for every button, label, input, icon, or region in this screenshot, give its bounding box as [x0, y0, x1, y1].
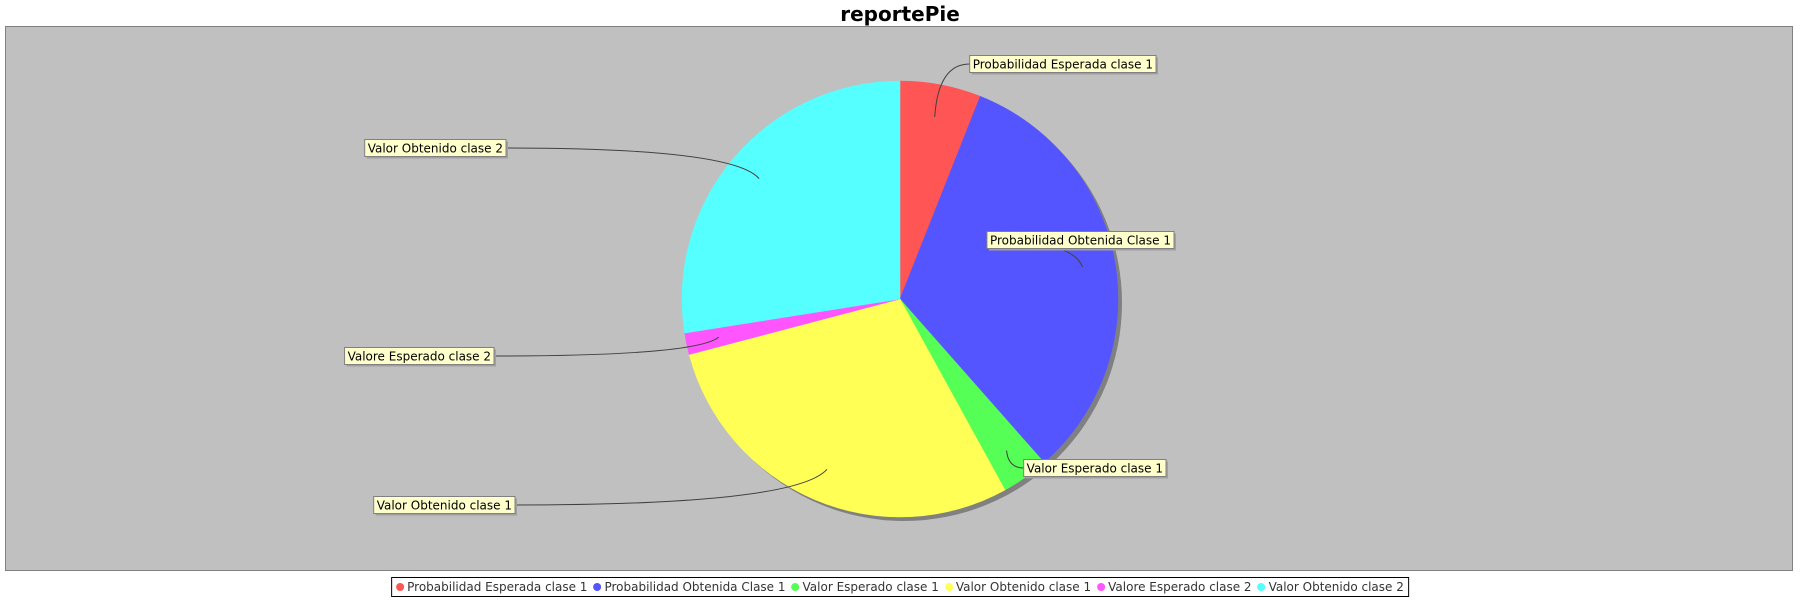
legend-item: Valor Obtenido clase 2 [1258, 580, 1404, 594]
pie-slice[interactable] [682, 81, 900, 333]
legend-label: Valor Esperado clase 1 [803, 580, 939, 594]
legend-swatch [593, 583, 601, 591]
legend-label: Probabilidad Esperada clase 1 [407, 580, 587, 594]
slice-label: Probabilidad Esperada clase 1 [973, 58, 1153, 72]
legend-swatch [1258, 583, 1266, 591]
slice-label: Valore Esperado clase 2 [348, 350, 491, 364]
legend-item: Valore Esperado clase 2 [1097, 580, 1251, 594]
legend-item: Probabilidad Obtenida Clase 1 [593, 580, 785, 594]
legend-item: Probabilidad Esperada clase 1 [396, 580, 587, 594]
legend-item: Valor Obtenido clase 1 [945, 580, 1091, 594]
slice-label: Valor Obtenido clase 2 [368, 142, 503, 156]
legend-label: Valor Obtenido clase 2 [1269, 580, 1404, 594]
legend-label: Probabilidad Obtenida Clase 1 [604, 580, 785, 594]
legend: Probabilidad Esperada clase 1 Probabilida… [391, 577, 1409, 597]
legend-label: Valor Obtenido clase 1 [956, 580, 1091, 594]
leader-line [494, 337, 719, 356]
legend-item: Valor Esperado clase 1 [792, 580, 939, 594]
legend-swatch [945, 583, 953, 591]
legend-swatch [1097, 583, 1105, 591]
legend-swatch [792, 583, 800, 591]
slice-label: Probabilidad Obtenida Clase 1 [990, 234, 1171, 248]
legend-label: Valore Esperado clase 2 [1108, 580, 1251, 594]
legend-swatch [396, 583, 404, 591]
slice-label: Valor Obtenido clase 1 [377, 499, 512, 513]
slice-label: Valor Esperado clase 1 [1027, 462, 1163, 476]
